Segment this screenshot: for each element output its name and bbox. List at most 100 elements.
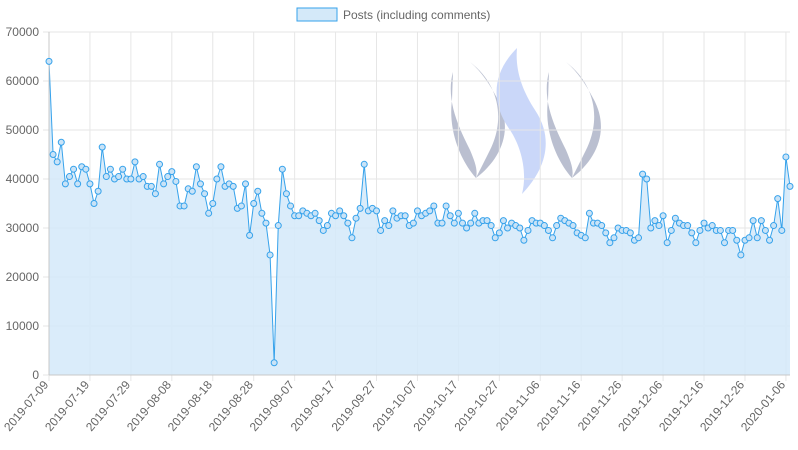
data-point[interactable] xyxy=(192,163,200,171)
data-point[interactable] xyxy=(667,226,675,234)
data-point[interactable] xyxy=(471,209,479,217)
data-point[interactable] xyxy=(520,236,528,244)
data-point[interactable] xyxy=(119,165,127,173)
data-point[interactable] xyxy=(733,236,741,244)
data-point[interactable] xyxy=(438,219,446,227)
data-point[interactable] xyxy=(671,214,679,222)
data-point[interactable] xyxy=(98,143,106,151)
data-point[interactable] xyxy=(409,219,417,227)
data-point[interactable] xyxy=(778,226,786,234)
data-point[interactable] xyxy=(684,222,692,230)
data-point[interactable] xyxy=(753,234,761,242)
data-point[interactable] xyxy=(90,200,98,207)
data-point[interactable] xyxy=(549,234,557,242)
data-point[interactable] xyxy=(495,229,503,237)
data-point[interactable] xyxy=(217,163,225,171)
data-point[interactable] xyxy=(413,207,421,215)
data-point[interactable] xyxy=(287,202,295,210)
data-point[interactable] xyxy=(463,224,471,232)
data-point[interactable] xyxy=(147,182,155,190)
data-point[interactable] xyxy=(581,234,589,242)
data-point[interactable] xyxy=(774,195,782,203)
data-point[interactable] xyxy=(381,217,389,225)
data-point[interactable] xyxy=(524,226,532,234)
data-point[interactable] xyxy=(205,209,213,217)
data-point[interactable] xyxy=(504,224,512,232)
data-point[interactable] xyxy=(82,165,90,173)
data-point[interactable] xyxy=(201,190,209,198)
data-point[interactable] xyxy=(237,202,245,210)
data-point[interactable] xyxy=(647,224,655,232)
data-point[interactable] xyxy=(70,165,78,173)
data-point[interactable] xyxy=(246,231,254,239)
data-point[interactable] xyxy=(336,207,344,215)
data-point[interactable] xyxy=(229,182,237,190)
data-point[interactable] xyxy=(254,187,262,195)
data-point[interactable] xyxy=(311,209,319,217)
data-point[interactable] xyxy=(401,212,409,220)
data-point[interactable] xyxy=(721,239,728,247)
data-point[interactable] xyxy=(659,212,667,220)
data-point[interactable] xyxy=(102,173,110,181)
data-point[interactable] xyxy=(196,180,204,188)
data-point[interactable] xyxy=(635,234,643,242)
data-point[interactable] xyxy=(340,212,348,220)
data-point[interactable] xyxy=(180,202,188,210)
data-point[interactable] xyxy=(282,190,290,198)
data-point[interactable] xyxy=(782,153,790,161)
data-point[interactable] xyxy=(262,219,270,227)
data-point[interactable] xyxy=(639,170,647,178)
data-point[interactable] xyxy=(708,222,716,230)
data-point[interactable] xyxy=(569,222,577,230)
data-point[interactable] xyxy=(761,226,769,234)
data-point[interactable] xyxy=(446,212,454,220)
data-point[interactable] xyxy=(700,219,708,227)
data-point[interactable] xyxy=(516,224,524,232)
data-point[interactable] xyxy=(692,239,700,247)
data-point[interactable] xyxy=(348,234,356,242)
data-point[interactable] xyxy=(360,160,368,168)
data-point[interactable] xyxy=(467,219,475,227)
legend[interactable]: Posts (including comments) xyxy=(296,7,490,22)
data-point[interactable] xyxy=(499,217,507,225)
data-point[interactable] xyxy=(610,234,618,242)
data-point[interactable] xyxy=(115,173,123,181)
data-point[interactable] xyxy=(737,251,745,259)
data-point[interactable] xyxy=(716,226,724,234)
data-point[interactable] xyxy=(213,175,221,183)
data-point[interactable] xyxy=(385,222,393,230)
data-point[interactable] xyxy=(319,226,327,234)
data-point[interactable] xyxy=(160,180,168,188)
data-point[interactable] xyxy=(585,209,593,217)
data-point[interactable] xyxy=(250,200,258,207)
data-point[interactable] xyxy=(127,175,135,183)
data-point[interactable] xyxy=(598,222,606,230)
data-point[interactable] xyxy=(270,359,278,367)
data-point[interactable] xyxy=(49,151,57,158)
data-point[interactable] xyxy=(749,217,757,225)
data-point[interactable] xyxy=(65,173,73,181)
data-point[interactable] xyxy=(377,226,385,234)
data-point[interactable] xyxy=(626,229,634,237)
data-point[interactable] xyxy=(151,190,159,198)
data-point[interactable] xyxy=(94,187,102,195)
data-point[interactable] xyxy=(606,239,614,247)
data-point[interactable] xyxy=(274,222,282,230)
data-point[interactable] xyxy=(53,158,61,166)
data-point[interactable] xyxy=(483,217,491,225)
data-point[interactable] xyxy=(86,180,94,188)
data-point[interactable] xyxy=(553,222,561,230)
data-point[interactable] xyxy=(373,207,381,215)
data-point[interactable] xyxy=(209,200,217,207)
data-point[interactable] xyxy=(57,138,65,146)
data-point[interactable] xyxy=(663,239,671,247)
data-point[interactable] xyxy=(786,182,794,190)
data-point[interactable] xyxy=(139,173,147,181)
data-point[interactable] xyxy=(389,207,397,215)
data-point[interactable] xyxy=(258,209,266,217)
data-point[interactable] xyxy=(323,222,331,230)
data-point[interactable] xyxy=(491,234,499,242)
data-point[interactable] xyxy=(602,229,610,237)
data-point[interactable] xyxy=(688,229,696,237)
data-point[interactable] xyxy=(61,180,69,188)
